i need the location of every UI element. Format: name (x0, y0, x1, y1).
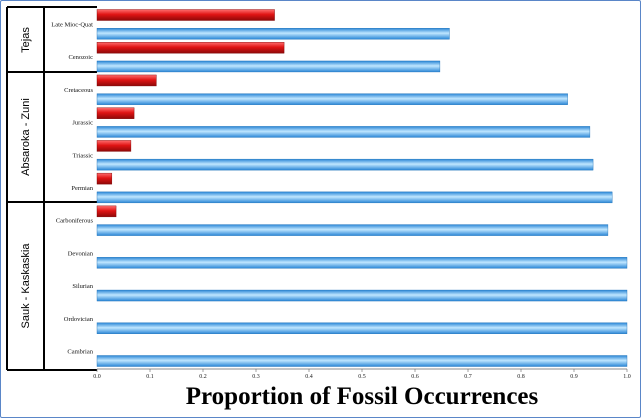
bar-blue-cenozoic (96, 60, 441, 73)
bar-blue-silurian (96, 289, 628, 302)
plot-area: Late Mioc-Quat Cenozoic Cretaceous Jurassic… (51, 9, 628, 367)
group-label-tejas: Tejas (20, 27, 32, 53)
category-label-late-mioc-quat: Late Mioc-Quat (51, 21, 93, 28)
bar-red-permian (96, 172, 113, 185)
bar-red-carboniferous (96, 205, 117, 218)
x-tick-label: 0.6 (411, 374, 419, 380)
bar-blue-cambrian (96, 355, 628, 367)
x-tick-label: 0.1 (146, 374, 154, 380)
bar-blue-carboniferous (96, 224, 609, 236)
category-label-devonian: Devonian (68, 250, 94, 257)
bar-blue-triassic (96, 158, 594, 171)
x-tick-label: 0.8 (517, 374, 525, 380)
category-label-carboniferous: Carboniferous (56, 218, 94, 225)
bar-red-triassic (96, 140, 132, 152)
category-label-silurian: Silurian (72, 283, 93, 290)
category-label-cambrian: Cambrian (67, 349, 93, 356)
x-tick-label: 0.3 (252, 374, 260, 380)
x-axis-ticks: 0.0 0.1 0.2 0.3 0.4 0.5 0.6 0.7 0.8 0.9 1.0 (93, 369, 631, 380)
bar-blue-jurassic (96, 126, 591, 138)
bar-blue-devonian (96, 257, 628, 269)
group-label-sauk-kaskaskia: Sauk - Kaskaskia (20, 243, 32, 329)
x-axis-label: Proportion of Fossil Occurrences (186, 383, 539, 410)
bar-red-late-mioc-quat (96, 9, 275, 21)
category-label-triassic: Triassic (73, 152, 93, 159)
category-label-permian: Permian (71, 185, 93, 192)
x-tick-label: 0.9 (570, 374, 578, 380)
bar-blue-cretaceous (96, 93, 568, 105)
bar-red-jurassic (96, 107, 135, 119)
bar-red-cretaceous (96, 74, 157, 87)
x-tick-label: 1.0 (623, 374, 631, 380)
bar-blue-ordovician (96, 322, 628, 334)
x-tick-label: 0.7 (464, 374, 472, 380)
x-tick-label: 0.0 (93, 374, 101, 380)
group-label-absaroka-zuni: Absaroka - Zuni (20, 98, 32, 176)
bar-red-cenozoic (96, 42, 285, 54)
category-label-jurassic: Jurassic (72, 120, 93, 127)
group-brackets (6, 6, 97, 371)
category-label-cretaceous: Cretaceous (64, 87, 93, 94)
x-tick-label: 0.5 (358, 374, 366, 380)
category-label-cenozoic: Cenozoic (68, 54, 93, 61)
bar-blue-late-mioc-quat (96, 28, 450, 40)
bar-blue-permian (96, 191, 613, 204)
x-tick-label: 0.4 (305, 374, 313, 380)
x-tick-label: 0.2 (199, 374, 207, 380)
category-label-ordovician: Ordovician (64, 316, 94, 323)
